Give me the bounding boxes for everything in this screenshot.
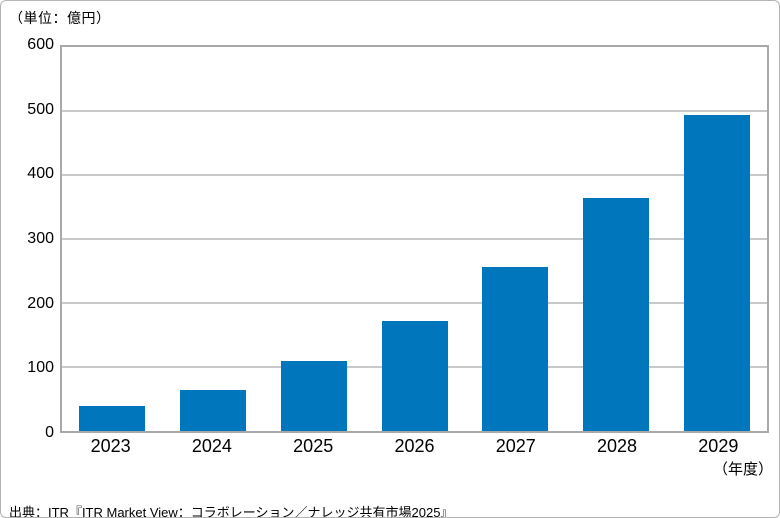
bar-2024 — [180, 390, 247, 431]
bar-2029 — [683, 114, 750, 431]
bar-2025 — [280, 360, 347, 431]
bar-slot-2027 — [465, 47, 566, 431]
y-tick-label: 100 — [27, 359, 54, 377]
x-tick-label-2026: 2026 — [394, 436, 435, 456]
x-tick-label-2028: 2028 — [597, 436, 638, 456]
y-axis: 0 100 200 300 400 500 600 — [1, 37, 54, 441]
gridline — [62, 238, 767, 240]
bar-slot-2026 — [364, 47, 465, 431]
plot-area — [60, 45, 769, 433]
gridline — [62, 302, 767, 305]
y-tick-label: 0 — [45, 424, 54, 441]
y-axis-unit-label: （単位：億円） — [9, 10, 111, 26]
y-tick-label: 400 — [27, 165, 54, 183]
gridline — [62, 174, 767, 177]
x-tick-label-2029: 2029 — [698, 436, 739, 456]
bar-slot-2024 — [163, 47, 264, 431]
x-axis: 2023 2024 2025 2026 2027 2028 2029 — [60, 436, 769, 458]
x-tick-label-2024: 2024 — [191, 436, 232, 456]
bar-slot-2023 — [62, 47, 163, 431]
bar-2028 — [582, 198, 649, 431]
bar-2023 — [79, 406, 146, 431]
source-line-1: 出典：ITR『ITR Market View：コラボレーション／ナレッジ共有市場… — [9, 505, 454, 518]
x-tick-label-2023: 2023 — [90, 436, 131, 456]
bar-slot-2029 — [666, 47, 767, 431]
x-tick-label-2025: 2025 — [293, 436, 334, 456]
y-tick-label: 300 — [27, 230, 54, 247]
gridline — [62, 110, 767, 112]
bar-2027 — [482, 266, 549, 431]
y-tick-label: 600 — [27, 36, 54, 53]
bar-slot-2028 — [566, 47, 667, 431]
y-tick-label: 500 — [27, 100, 54, 118]
y-tick-label: 200 — [27, 294, 54, 312]
x-tick-label-2027: 2027 — [495, 436, 536, 456]
source-note: 出典：ITR『ITR Market View：コラボレーション／ナレッジ共有市場… — [9, 473, 490, 518]
x-axis-unit-label: （年度） — [712, 461, 773, 478]
bar-2026 — [381, 320, 448, 431]
bar-slot-2025 — [263, 47, 364, 431]
